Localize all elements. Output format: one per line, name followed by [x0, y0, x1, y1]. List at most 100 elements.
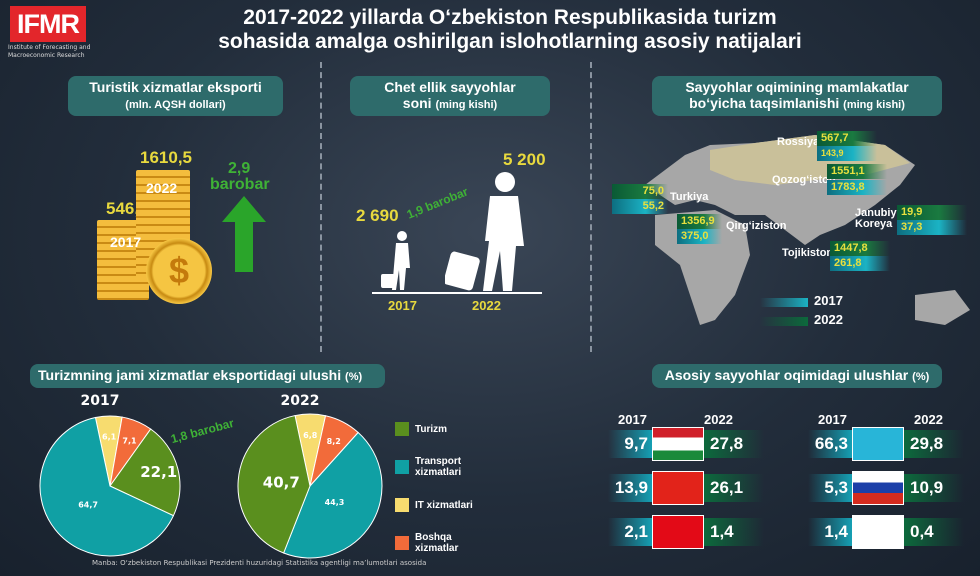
traveler-small-icon	[380, 230, 416, 292]
korea-2022-value: 19,9	[897, 205, 967, 220]
divider	[320, 62, 322, 352]
flow-2022-value: 26,1	[704, 474, 764, 502]
legend-swatch	[395, 460, 409, 474]
export-year-2022: 2022	[146, 180, 178, 196]
ifmr-logo: IFMR	[10, 6, 86, 42]
flow-row-6: 1,4 0,4	[808, 515, 968, 549]
legend-label: Turizm	[415, 423, 448, 435]
turkey-2022-value: 75,0	[612, 184, 668, 199]
map-legend-2017: 2017	[814, 293, 843, 308]
share-title-text: Turizmning jami xizmatlar eksportidagi u…	[38, 367, 342, 383]
turkey-2017-value: 55,2	[612, 199, 668, 214]
flow-row-2: 66,3 29,8	[808, 427, 968, 461]
pie-data-label: 6,8	[303, 431, 318, 440]
tourists-year-2017: 2017	[388, 298, 417, 313]
kazakhstan-2022-value: 1551,1	[827, 164, 887, 179]
legend-swatch-2017	[760, 298, 808, 307]
country-label-korea: Janubiy Koreya	[855, 207, 897, 230]
tajikistan-2022-value: 1447,8	[830, 241, 890, 256]
country-flag	[852, 471, 904, 505]
pie-year-title: 2017	[81, 393, 120, 409]
share-title: Turizmning jami xizmatlar eksportidagi u…	[30, 364, 385, 388]
country-label-kyrgyzstan: Qirg‘iziston	[726, 220, 787, 232]
export-growth-word: barobar	[210, 176, 270, 193]
legend-item: Boshqa xizmatlar	[395, 524, 475, 562]
korea-2017-value: 37,3	[897, 220, 967, 235]
legend-item: Turizm	[395, 410, 475, 448]
flows-year-2022: 2022	[704, 412, 733, 427]
tajikistan-2017-value: 261,8	[830, 256, 890, 271]
legend-label: Boshqa xizmatlar	[415, 532, 459, 554]
map-title: Sayyohlar oqimining mamlakatlar bo‘yicha…	[652, 76, 942, 116]
legend-item: IT xizmatlari	[395, 486, 475, 524]
divider	[590, 62, 592, 352]
tourists-title-text: Chet ellik sayyohlar	[384, 79, 516, 95]
russia-2022-value: 567,7	[817, 131, 877, 146]
export-2022-value: 1610,5	[140, 148, 192, 167]
flow-2017-value: 2,1	[608, 518, 652, 546]
pie-slice-turizm	[237, 414, 311, 554]
pie-data-label: 44,3	[325, 498, 345, 507]
map-legend-2022: 2022	[814, 312, 843, 327]
legend-swatch	[395, 422, 409, 436]
country-flag	[852, 515, 904, 549]
export-title: Turistik xizmatlar eksporti (mln. AQSH d…	[68, 76, 283, 116]
pie-data-label: 6,1	[102, 433, 117, 442]
flow-2017-value: 66,3	[808, 430, 852, 458]
pie-data-label: 22,1	[140, 463, 177, 481]
tourists-unit: (ming kishi)	[435, 99, 498, 111]
flow-2017-value: 1,4	[808, 518, 852, 546]
title-line-1: 2017-2022 yillarda O‘zbekiston Respublik…	[243, 6, 777, 29]
country-flag	[652, 515, 704, 549]
legend-item: Transport xizmatlari	[395, 448, 475, 486]
legend-swatch	[395, 498, 409, 512]
tourists-2022-value: 5 200	[503, 150, 546, 169]
legend-label: IT xizmatlari	[415, 499, 473, 511]
ground-line	[372, 292, 542, 294]
logo-subtitle: Institute of Forecasting and Macroeconom…	[8, 44, 91, 59]
legend-swatch	[395, 536, 409, 550]
map-title-text-2: bo‘yicha taqsimlanishi	[689, 95, 840, 111]
flow-2022-value: 0,4	[904, 518, 964, 546]
export-title-text: Turistik xizmatlar eksporti	[89, 79, 262, 95]
flows-title-text: Asosiy sayyohlar oqimidagi ulushlar	[664, 367, 909, 383]
share-pie-charts: 2017 6,1 7,1 22,1 64,7 2022 6,8 8,2 44,3 40,7	[39, 393, 383, 559]
country-label-russia: Rossiya	[777, 136, 820, 148]
flows-year-2017-right: 2017	[818, 412, 847, 427]
flow-2022-value: 29,8	[904, 430, 964, 458]
share-unit: (%)	[345, 371, 363, 383]
pie-data-label: 40,7	[263, 474, 300, 492]
pie-legend: Turizm Transport xizmatlari IT xizmatlari B…	[395, 410, 475, 562]
legend-label: Transport xizmatlari	[415, 456, 462, 478]
traveler-large-icon	[443, 170, 535, 295]
source-note: Manba: O‘zbekiston Respublikasi Preziden…	[92, 559, 427, 567]
up-arrow-icon	[222, 196, 266, 222]
flow-2017-value: 13,9	[608, 474, 652, 502]
country-label-kazakhstan: Qozog‘iston	[772, 174, 836, 186]
flows-year-2017: 2017	[618, 412, 647, 427]
flow-2022-value: 27,8	[704, 430, 764, 458]
legend-swatch-2022	[760, 317, 808, 326]
flow-2022-value: 10,9	[904, 474, 964, 502]
page-title: 2017-2022 yillarda O‘zbekiston Respublik…	[150, 6, 870, 54]
flow-2022-value: 1,4	[704, 518, 764, 546]
flow-2017-value: 5,3	[808, 474, 852, 502]
country-flag	[652, 427, 704, 461]
country-flag	[852, 427, 904, 461]
kyrgyzstan-2017-value: 375,0	[677, 229, 722, 244]
map-unit: (ming kishi)	[843, 99, 905, 111]
kazakhstan-2017-value: 1783,8	[827, 180, 887, 195]
map-title-text: Sayyohlar oqimining mamlakatlar	[685, 79, 909, 95]
dollar-coin-icon: $	[146, 238, 212, 304]
pie-slice-transport-xizmatlari	[39, 416, 175, 557]
tourists-title: Chet ellik sayyohlar soni (ming kishi)	[350, 76, 550, 116]
russia-2017-value: 143,9	[817, 146, 877, 161]
flow-row-1: 9,7 27,8	[608, 427, 768, 461]
pie-slice-transport-xizmatlari	[282, 431, 383, 559]
flows-unit: (%)	[912, 371, 930, 383]
tourists-year-2022: 2022	[472, 298, 501, 313]
flow-row-4: 5,3 10,9	[808, 471, 968, 505]
flows-year-2022-right: 2022	[914, 412, 943, 427]
up-arrow-stem	[235, 220, 253, 272]
pie-year-title: 2022	[281, 393, 320, 409]
